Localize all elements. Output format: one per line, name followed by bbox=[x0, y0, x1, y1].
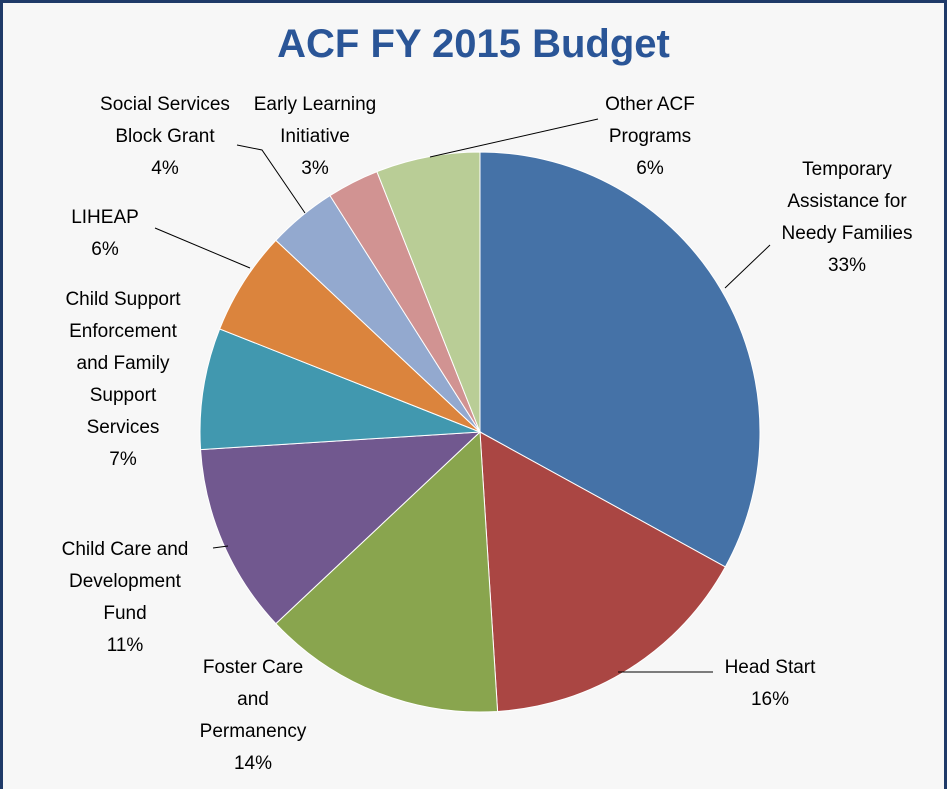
category-label: Head Start bbox=[724, 657, 816, 678]
category-label: Child Care and Development Fund bbox=[61, 539, 189, 624]
value-label: 6% bbox=[91, 239, 119, 260]
pie-slice bbox=[199, 328, 481, 451]
slice-label: Temporary Assistance for Needy Families 3… bbox=[767, 154, 927, 282]
leader-line bbox=[212, 545, 229, 549]
value-label: 4% bbox=[151, 158, 179, 179]
slice-label: LIHEAP 6% bbox=[55, 202, 155, 266]
leader-line bbox=[429, 118, 599, 158]
slice-label: Early Learning Initiative 3% bbox=[245, 89, 385, 185]
pie-slice bbox=[275, 430, 499, 713]
category-label: Foster Care and Permanency bbox=[199, 657, 307, 742]
category-label: Temporary Assistance for Needy Families bbox=[781, 159, 913, 244]
value-label: 7% bbox=[109, 449, 137, 470]
slice-label: Head Start 16% bbox=[710, 652, 830, 716]
value-label: 6% bbox=[636, 158, 664, 179]
leader-line bbox=[154, 227, 251, 269]
category-label: Social Services Block Grant bbox=[100, 94, 230, 147]
category-label: Child Support Enforcement and Family Sup… bbox=[65, 289, 181, 438]
slice-label: Foster Care and Permanency 14% bbox=[193, 652, 313, 780]
category-label: LIHEAP bbox=[71, 207, 139, 228]
category-label: Early Learning Initiative bbox=[253, 94, 377, 147]
value-label: 11% bbox=[106, 635, 144, 656]
slice-label: Child Care and Development Fund 11% bbox=[55, 534, 195, 662]
leader-line bbox=[724, 244, 771, 289]
value-label: 16% bbox=[750, 689, 790, 710]
pie-slice bbox=[479, 151, 761, 568]
value-label: 33% bbox=[827, 255, 867, 276]
pie-slice bbox=[376, 151, 481, 433]
category-label: Other ACF Programs bbox=[605, 94, 695, 147]
pie-slice bbox=[200, 431, 482, 625]
slice-label: Child Support Enforcement and Family Sup… bbox=[58, 284, 188, 476]
chart-title: ACF FY 2015 Budget bbox=[277, 22, 670, 66]
value-label: 14% bbox=[233, 753, 273, 774]
slice-label: Other ACF Programs 6% bbox=[595, 89, 705, 185]
leader-line bbox=[236, 144, 306, 214]
pie-slice bbox=[479, 431, 727, 712]
value-label: 3% bbox=[301, 158, 329, 179]
slice-label: Social Services Block Grant 4% bbox=[90, 89, 240, 185]
